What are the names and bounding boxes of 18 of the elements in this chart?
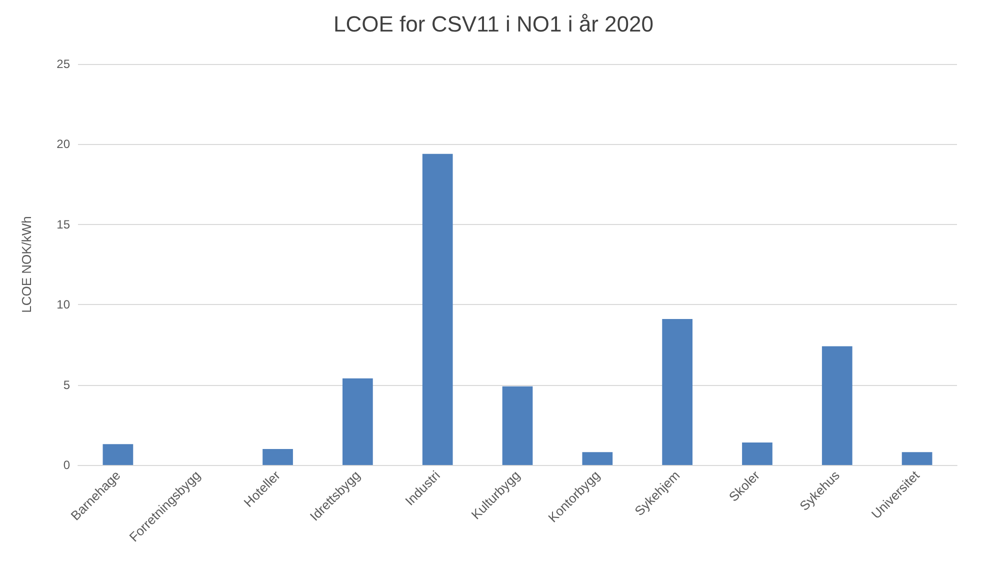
y-tick-label: 10 (56, 298, 70, 312)
y-tick-label: 25 (56, 57, 70, 71)
bar (822, 346, 852, 465)
bar (102, 444, 134, 465)
bar (582, 452, 613, 465)
bar (262, 448, 293, 465)
bar (342, 378, 373, 465)
y-tick-label: 20 (56, 137, 70, 152)
y-tick-label: 5 (63, 378, 70, 392)
y-tick-label: 0 (63, 458, 70, 472)
bar (742, 442, 772, 465)
bar (422, 154, 453, 465)
bar (902, 452, 932, 465)
y-tick-label: 15 (56, 217, 70, 232)
bar (662, 319, 692, 465)
bar (502, 386, 533, 465)
y-axis-title: LCOE NOK/kWh (19, 216, 34, 313)
chart-title: LCOE for CSV11 i NO1 i år 2020 (334, 12, 654, 36)
